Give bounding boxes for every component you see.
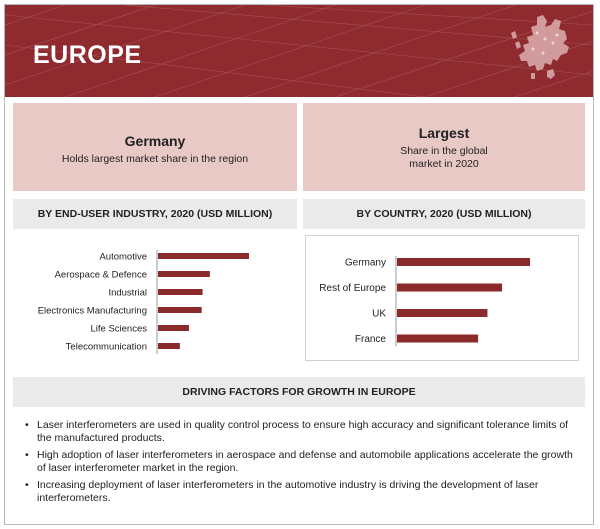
- bullet-icon: •: [25, 449, 29, 461]
- industry-bar-chart: Automotive Aerospace & Defence Industrial E…: [38, 250, 249, 354]
- category-label: Industrial: [108, 288, 147, 299]
- driver-item: • Laser interferometers are used in qual…: [25, 419, 581, 445]
- category-label: Life Sciences: [90, 324, 147, 335]
- category-label: Rest of Europe: [319, 283, 386, 294]
- driver-text: Increasing deployment of laser interfero…: [37, 479, 539, 504]
- highlight-title: Germany: [124, 133, 186, 149]
- bar: [158, 343, 180, 349]
- country-chart-heading: BY COUNTRY, 2020 (USD MILLION): [303, 199, 585, 229]
- driver-text: Laser interferometers are used in qualit…: [37, 419, 569, 444]
- bar: [397, 258, 530, 266]
- country-chart: Germany Rest of Europe UK France: [305, 235, 579, 361]
- category-label: UK: [372, 309, 386, 320]
- bar: [158, 325, 189, 331]
- bar: [158, 253, 249, 259]
- europe-map-icon: [511, 15, 569, 79]
- bar: [397, 283, 503, 292]
- region-title: EUROPE: [33, 41, 142, 69]
- infographic-frame: EUROPE Germany Holds largest market shar…: [4, 4, 594, 525]
- bar: [158, 289, 203, 295]
- bullet-icon: •: [25, 419, 29, 431]
- highlight-subtitle: Share in the global market in 2020: [400, 145, 488, 170]
- region-header: EUROPE: [5, 5, 593, 97]
- driver-text: High adoption of laser interferometers i…: [37, 449, 573, 474]
- highlight-title: Largest: [418, 125, 470, 141]
- category-label: Aerospace & Defence: [55, 270, 147, 281]
- industry-chart-heading: BY END-USER INDUSTRY, 2020 (USD MILLION): [13, 199, 297, 229]
- driver-item: • High adoption of laser interferometers…: [25, 449, 581, 475]
- category-label: France: [355, 334, 387, 345]
- bar: [158, 307, 202, 313]
- drivers-heading: DRIVING FACTORS FOR GROWTH IN EUROPE: [13, 377, 585, 407]
- country-bar-chart: Germany Rest of Europe UK France: [319, 256, 530, 347]
- category-label: Germany: [345, 258, 386, 269]
- drivers-list: • Laser interferometers are used in qual…: [25, 419, 581, 509]
- category-label: Telecommunication: [66, 342, 147, 353]
- highlight-card-country: Germany Holds largest market share in th…: [13, 103, 297, 191]
- bullet-icon: •: [25, 479, 29, 491]
- industry-chart: Automotive Aerospace & Defence Industrial E…: [13, 235, 297, 361]
- highlight-card-share: Largest Share in the global market in 20…: [303, 103, 585, 191]
- category-label: Electronics Manufacturing: [38, 306, 147, 317]
- driver-item: • Increasing deployment of laser interfe…: [25, 479, 581, 505]
- bar: [397, 309, 488, 317]
- bar: [158, 271, 210, 277]
- header-pattern: [5, 5, 593, 97]
- bar: [397, 334, 479, 343]
- category-label: Automotive: [99, 252, 147, 263]
- highlight-subtitle: Holds largest market share in the region: [61, 153, 249, 165]
